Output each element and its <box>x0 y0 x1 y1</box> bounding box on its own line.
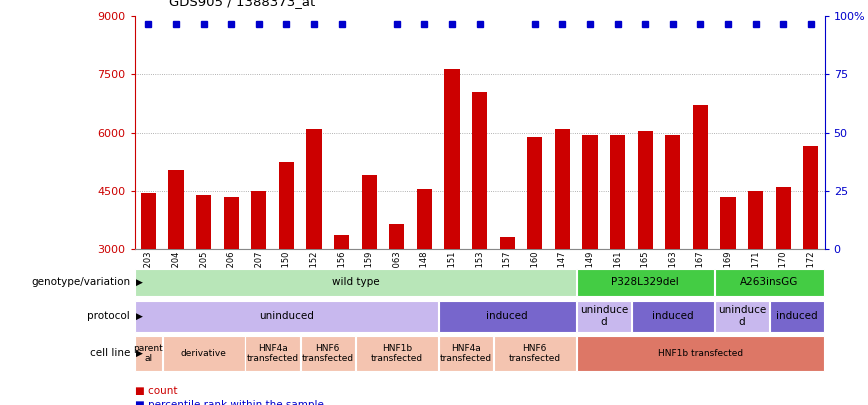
FancyBboxPatch shape <box>770 301 825 332</box>
Bar <box>417 189 432 249</box>
Text: uninduce
d: uninduce d <box>580 305 628 327</box>
Text: wild type: wild type <box>332 277 379 288</box>
Bar <box>803 146 819 249</box>
Text: induced: induced <box>652 311 694 321</box>
Bar <box>334 235 349 249</box>
Bar <box>141 193 156 249</box>
Bar <box>610 134 625 249</box>
Text: induced: induced <box>776 311 818 321</box>
Bar <box>251 191 266 249</box>
Bar <box>135 249 825 253</box>
Text: parent
al: parent al <box>134 344 163 363</box>
Text: induced: induced <box>486 311 528 321</box>
Text: ▶: ▶ <box>136 349 143 358</box>
Bar <box>638 131 653 249</box>
FancyBboxPatch shape <box>162 336 245 371</box>
FancyBboxPatch shape <box>494 336 575 371</box>
Text: derivative: derivative <box>181 349 227 358</box>
FancyBboxPatch shape <box>714 269 825 296</box>
Bar <box>389 224 404 249</box>
Text: ▶: ▶ <box>136 311 143 321</box>
FancyBboxPatch shape <box>135 269 575 296</box>
Bar <box>279 162 294 249</box>
FancyBboxPatch shape <box>714 301 769 332</box>
Text: ■ count: ■ count <box>135 386 177 396</box>
Bar <box>500 237 515 249</box>
FancyBboxPatch shape <box>576 269 713 296</box>
FancyBboxPatch shape <box>576 301 631 332</box>
Bar <box>776 187 791 249</box>
Text: cell line: cell line <box>89 348 130 358</box>
Text: HNF6
transfected: HNF6 transfected <box>302 344 354 363</box>
Bar <box>362 175 377 249</box>
Text: GDS905 / 1388373_at: GDS905 / 1388373_at <box>169 0 315 8</box>
Text: A263insGG: A263insGG <box>740 277 799 288</box>
Text: genotype/variation: genotype/variation <box>31 277 130 288</box>
Bar <box>444 68 459 249</box>
Bar <box>693 105 708 249</box>
Text: HNF1b transfected: HNF1b transfected <box>658 349 743 358</box>
FancyBboxPatch shape <box>438 336 493 371</box>
Text: HNF4a
transfected: HNF4a transfected <box>440 344 492 363</box>
Bar <box>472 92 487 249</box>
Text: uninduced: uninduced <box>259 311 314 321</box>
Bar <box>224 197 239 249</box>
Text: protocol: protocol <box>88 311 130 321</box>
FancyBboxPatch shape <box>632 301 713 332</box>
FancyBboxPatch shape <box>356 336 437 371</box>
Bar <box>196 195 211 249</box>
Bar <box>748 191 763 249</box>
Bar <box>527 136 542 249</box>
Text: HNF1b
transfected: HNF1b transfected <box>371 344 423 363</box>
FancyBboxPatch shape <box>135 301 437 332</box>
Bar <box>168 170 183 249</box>
Text: HNF6
transfected: HNF6 transfected <box>509 344 561 363</box>
Bar <box>665 134 681 249</box>
Bar <box>720 197 735 249</box>
FancyBboxPatch shape <box>135 336 161 371</box>
FancyBboxPatch shape <box>576 336 825 371</box>
FancyBboxPatch shape <box>438 301 575 332</box>
FancyBboxPatch shape <box>300 336 355 371</box>
Text: ▶: ▶ <box>136 278 143 287</box>
Text: HNF4a
transfected: HNF4a transfected <box>247 344 299 363</box>
Text: P328L329del: P328L329del <box>611 277 679 288</box>
Bar <box>306 129 321 249</box>
Text: uninduce
d: uninduce d <box>718 305 766 327</box>
Bar <box>555 129 570 249</box>
Text: ■ percentile rank within the sample: ■ percentile rank within the sample <box>135 400 324 405</box>
Bar <box>582 134 597 249</box>
FancyBboxPatch shape <box>246 336 299 371</box>
